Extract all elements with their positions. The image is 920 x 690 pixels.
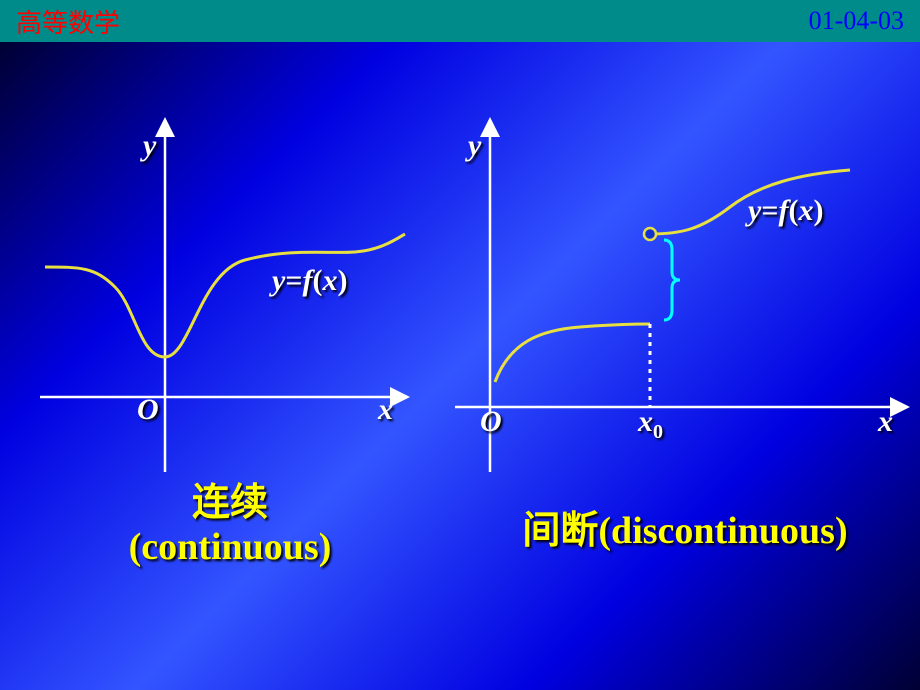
equals-sign: = xyxy=(285,264,302,297)
left-origin-label: O xyxy=(137,393,159,427)
slide-page: 高等数学 01-04-03 xyxy=(0,0,920,690)
paren-close: ) xyxy=(337,264,347,297)
right-x-label: x xyxy=(878,405,893,439)
left-caption: 连续 (continuous) xyxy=(80,482,380,569)
left-func-y: y xyxy=(272,264,285,297)
right-func-label: y=f(x) xyxy=(748,194,823,228)
right-x0-label: x0 xyxy=(638,405,663,444)
right-func-y: y xyxy=(748,194,761,227)
header-bar: 高等数学 01-04-03 xyxy=(0,0,920,42)
svg-canvas xyxy=(0,42,920,690)
header-title: 高等数学 xyxy=(16,3,120,40)
right-y-label: y xyxy=(468,129,481,163)
right-origin-label: O xyxy=(480,405,502,439)
paren-close: ) xyxy=(813,194,823,227)
paren-open: ( xyxy=(312,264,322,297)
right-caption-cn: 间断 xyxy=(522,510,598,552)
left-caption-en: (continuous) xyxy=(129,526,332,568)
left-x-label: x xyxy=(378,393,393,427)
right-caption-en: (discontinuous) xyxy=(598,510,847,552)
left-continuous-curve xyxy=(45,234,405,357)
right-jump-brace xyxy=(664,240,680,320)
right-func-f: f xyxy=(778,194,788,227)
left-y-label: y xyxy=(143,129,156,163)
right-func-x: x xyxy=(798,194,813,227)
graphs-layer: y x O y=f(x) 连续 (continuous) y x O x0 y=… xyxy=(0,42,920,690)
equals-sign: = xyxy=(761,194,778,227)
left-caption-cn: 连续 xyxy=(192,482,268,524)
right-x0-sub: 0 xyxy=(653,421,663,443)
left-func-label: y=f(x) xyxy=(272,264,347,298)
header-code: 01-04-03 xyxy=(809,6,904,36)
right-caption: 间断(discontinuous) xyxy=(460,510,910,554)
right-graph xyxy=(455,127,900,472)
right-curve-left-piece xyxy=(495,324,650,382)
right-open-circle xyxy=(644,228,656,240)
left-func-x: x xyxy=(322,264,337,297)
content-area: y x O y=f(x) 连续 (continuous) y x O x0 y=… xyxy=(0,42,920,690)
left-graph xyxy=(40,127,405,472)
paren-open: ( xyxy=(788,194,798,227)
right-x0-x: x xyxy=(638,405,653,438)
left-func-f: f xyxy=(302,264,312,297)
